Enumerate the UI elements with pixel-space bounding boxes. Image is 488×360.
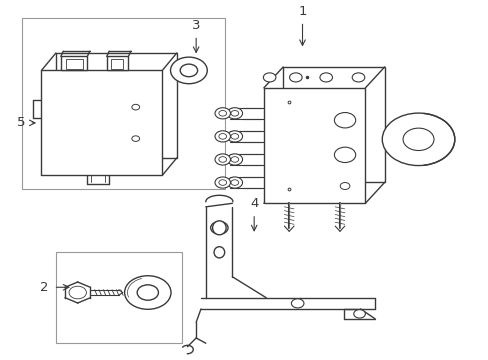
Circle shape [230,157,238,162]
Circle shape [180,64,197,77]
Bar [283,67,384,183]
Circle shape [210,221,227,234]
Text: 5: 5 [17,116,26,129]
Circle shape [226,108,242,119]
Circle shape [219,111,226,116]
Circle shape [69,286,86,299]
Bar [61,57,87,71]
Circle shape [226,154,242,165]
Circle shape [215,177,230,188]
Circle shape [319,73,332,82]
Bar [22,18,224,189]
Bar [56,53,177,158]
Circle shape [226,131,242,142]
Circle shape [132,136,139,141]
Circle shape [219,180,226,185]
Circle shape [289,73,302,82]
Circle shape [351,73,364,82]
Bar [65,59,82,69]
Bar [110,59,123,69]
Circle shape [291,299,304,308]
Ellipse shape [212,221,225,235]
Text: 1: 1 [298,5,306,18]
Circle shape [137,285,158,300]
Text: 2: 2 [40,281,49,294]
Bar [41,71,162,175]
Circle shape [402,128,433,150]
Circle shape [340,183,349,189]
Ellipse shape [214,247,224,258]
Circle shape [219,157,226,162]
Circle shape [334,147,355,163]
Circle shape [263,73,275,82]
Circle shape [170,57,207,84]
Bar [264,88,365,203]
Circle shape [132,104,139,110]
Circle shape [230,134,238,139]
Circle shape [215,131,230,142]
Circle shape [334,113,355,128]
Text: 3: 3 [191,19,200,32]
Circle shape [230,111,238,116]
Bar [106,57,128,71]
Bar [56,252,181,343]
Text: 4: 4 [249,197,258,210]
Circle shape [353,310,365,318]
Circle shape [215,154,230,165]
Circle shape [219,134,226,139]
Circle shape [215,108,230,119]
Circle shape [230,180,238,185]
Circle shape [226,177,242,188]
Circle shape [382,113,454,166]
Circle shape [124,276,171,309]
